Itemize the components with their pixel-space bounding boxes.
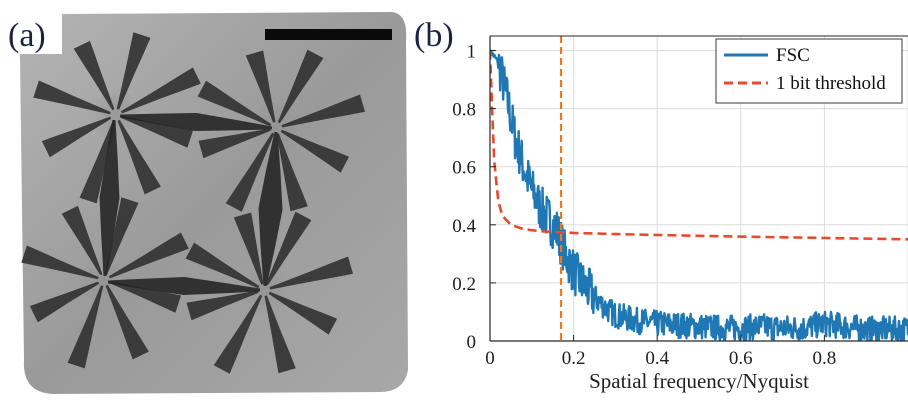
legend-label-threshold: 1 bit threshold bbox=[776, 73, 886, 94]
x-tick-label: 0.6 bbox=[729, 348, 753, 369]
scale-bar bbox=[265, 29, 392, 40]
bar-right bbox=[258, 131, 283, 287]
specimen-background bbox=[19, 12, 409, 394]
panel-a-label: (a) bbox=[8, 17, 46, 54]
y-tick-label: 0.4 bbox=[452, 216, 476, 237]
y-tick-label: 0.8 bbox=[452, 100, 476, 121]
star-bottom-right bbox=[185, 211, 353, 374]
star-hub bbox=[90, 89, 142, 141]
star-spoke bbox=[276, 133, 308, 212]
threshold-line bbox=[490, 50, 908, 241]
star-spoke bbox=[213, 294, 263, 374]
star-spoke bbox=[109, 280, 181, 313]
star-top-left bbox=[33, 32, 201, 204]
bar-bottom bbox=[107, 277, 261, 295]
y-tick-label: 0.6 bbox=[452, 158, 476, 179]
star-spoke bbox=[281, 94, 365, 128]
star-spoke bbox=[265, 211, 312, 286]
series-layer bbox=[490, 49, 908, 341]
x-axis-title: Spatial frequency/Nyquist bbox=[589, 369, 809, 393]
star-spoke bbox=[121, 115, 193, 148]
star-spoke bbox=[264, 295, 296, 374]
bar-left bbox=[99, 119, 120, 277]
star-top-right bbox=[197, 49, 365, 212]
star-spoke bbox=[197, 80, 272, 127]
star-hub bbox=[250, 102, 302, 154]
siemens-star-pattern bbox=[21, 32, 365, 374]
panel-a-label-bg bbox=[0, 0, 62, 54]
legend-box bbox=[715, 38, 903, 104]
x-tick-label: 0.8 bbox=[813, 348, 837, 369]
star-bottom-left bbox=[21, 197, 189, 369]
star-spoke bbox=[120, 67, 201, 114]
star-spoke bbox=[108, 232, 189, 279]
y-tick-label: 0 bbox=[467, 332, 477, 353]
y-tick-label: 1 bbox=[467, 42, 477, 63]
axes bbox=[489, 35, 908, 342]
star-spoke bbox=[67, 285, 104, 369]
star-spoke bbox=[186, 290, 259, 321]
star-spoke bbox=[245, 50, 276, 123]
x-tick-label: 0.4 bbox=[645, 348, 669, 369]
star-spoke bbox=[79, 120, 116, 204]
star-hub bbox=[238, 264, 290, 316]
star-spoke bbox=[61, 205, 103, 276]
y-tick-label: 0.2 bbox=[452, 274, 476, 295]
legend: FSC 1 bit threshold bbox=[715, 38, 903, 104]
star-spoke bbox=[185, 242, 260, 289]
star-spoke bbox=[280, 129, 350, 173]
panel-b-chart: (b) 0 0.2 0.4 0.6 0.8 0 0.2 0.4 0.6 0.8 1 Spatial … bbox=[414, 17, 908, 393]
star-spoke bbox=[268, 291, 338, 335]
star-spoke bbox=[104, 197, 139, 275]
star-spoke bbox=[117, 119, 161, 195]
star-spoke bbox=[21, 245, 99, 280]
star-spoke bbox=[73, 40, 115, 111]
tick-labels: 0 0.2 0.4 0.6 0.8 0 0.2 0.4 0.6 0.8 1 bbox=[452, 42, 836, 369]
star-spoke bbox=[105, 284, 149, 360]
star-spoke bbox=[233, 212, 264, 285]
star-spoke bbox=[29, 281, 100, 323]
star-spoke bbox=[277, 49, 324, 124]
connecting-bars bbox=[99, 113, 283, 295]
star-spoke bbox=[198, 128, 271, 159]
star-spoke bbox=[41, 116, 112, 158]
bar-top bbox=[119, 113, 273, 131]
panel-a-image: (a) bbox=[0, 0, 412, 403]
star-spoke bbox=[269, 256, 353, 290]
star-hub bbox=[78, 254, 130, 306]
fsc-line bbox=[490, 49, 908, 341]
star-spoke bbox=[116, 32, 151, 110]
legend-label-fsc: FSC bbox=[776, 45, 810, 66]
panel-b-label: (b) bbox=[414, 17, 454, 54]
star-spoke bbox=[33, 80, 111, 115]
x-tick-label: 0.2 bbox=[562, 348, 586, 369]
star-spoke bbox=[225, 132, 275, 212]
x-tick-label: 0 bbox=[485, 348, 495, 369]
